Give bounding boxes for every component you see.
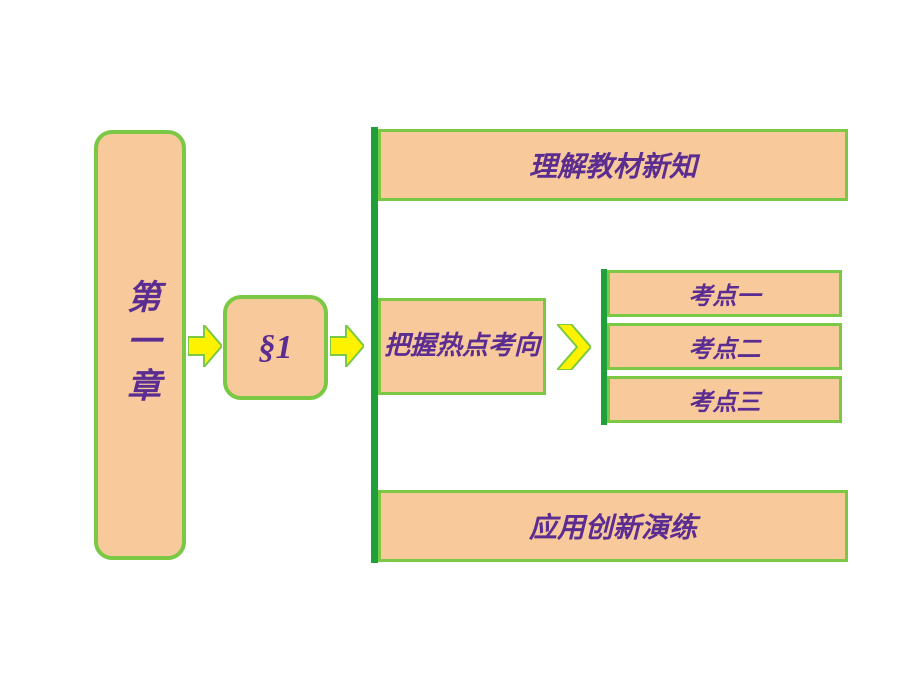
chapter-label: 第一章 (116, 279, 165, 412)
branch-mid-box: 把握热点考向 (378, 298, 546, 395)
section-label: §1 (259, 329, 293, 367)
chapter-box: 第一章 (94, 130, 186, 560)
branch-bottom-box: 应用创新演练 (378, 490, 848, 562)
point-label: 考点一 (689, 276, 761, 311)
arrow-right-icon (330, 325, 364, 367)
bracket-bar (371, 127, 378, 563)
chevron-right-icon (557, 324, 591, 370)
branch-top-box: 理解教材新知 (378, 129, 848, 201)
branch-mid-label: 把握热点考向 (384, 328, 540, 364)
point-box: 考点二 (607, 323, 842, 370)
branch-bottom-label: 应用创新演练 (529, 506, 697, 546)
arrow-right-icon (188, 325, 222, 367)
point-box: 考点三 (607, 376, 842, 423)
point-label: 考点二 (689, 329, 761, 364)
branch-top-label: 理解教材新知 (529, 145, 697, 185)
section-box: §1 (223, 295, 328, 400)
point-box: 考点一 (607, 270, 842, 317)
point-label: 考点三 (689, 382, 761, 417)
